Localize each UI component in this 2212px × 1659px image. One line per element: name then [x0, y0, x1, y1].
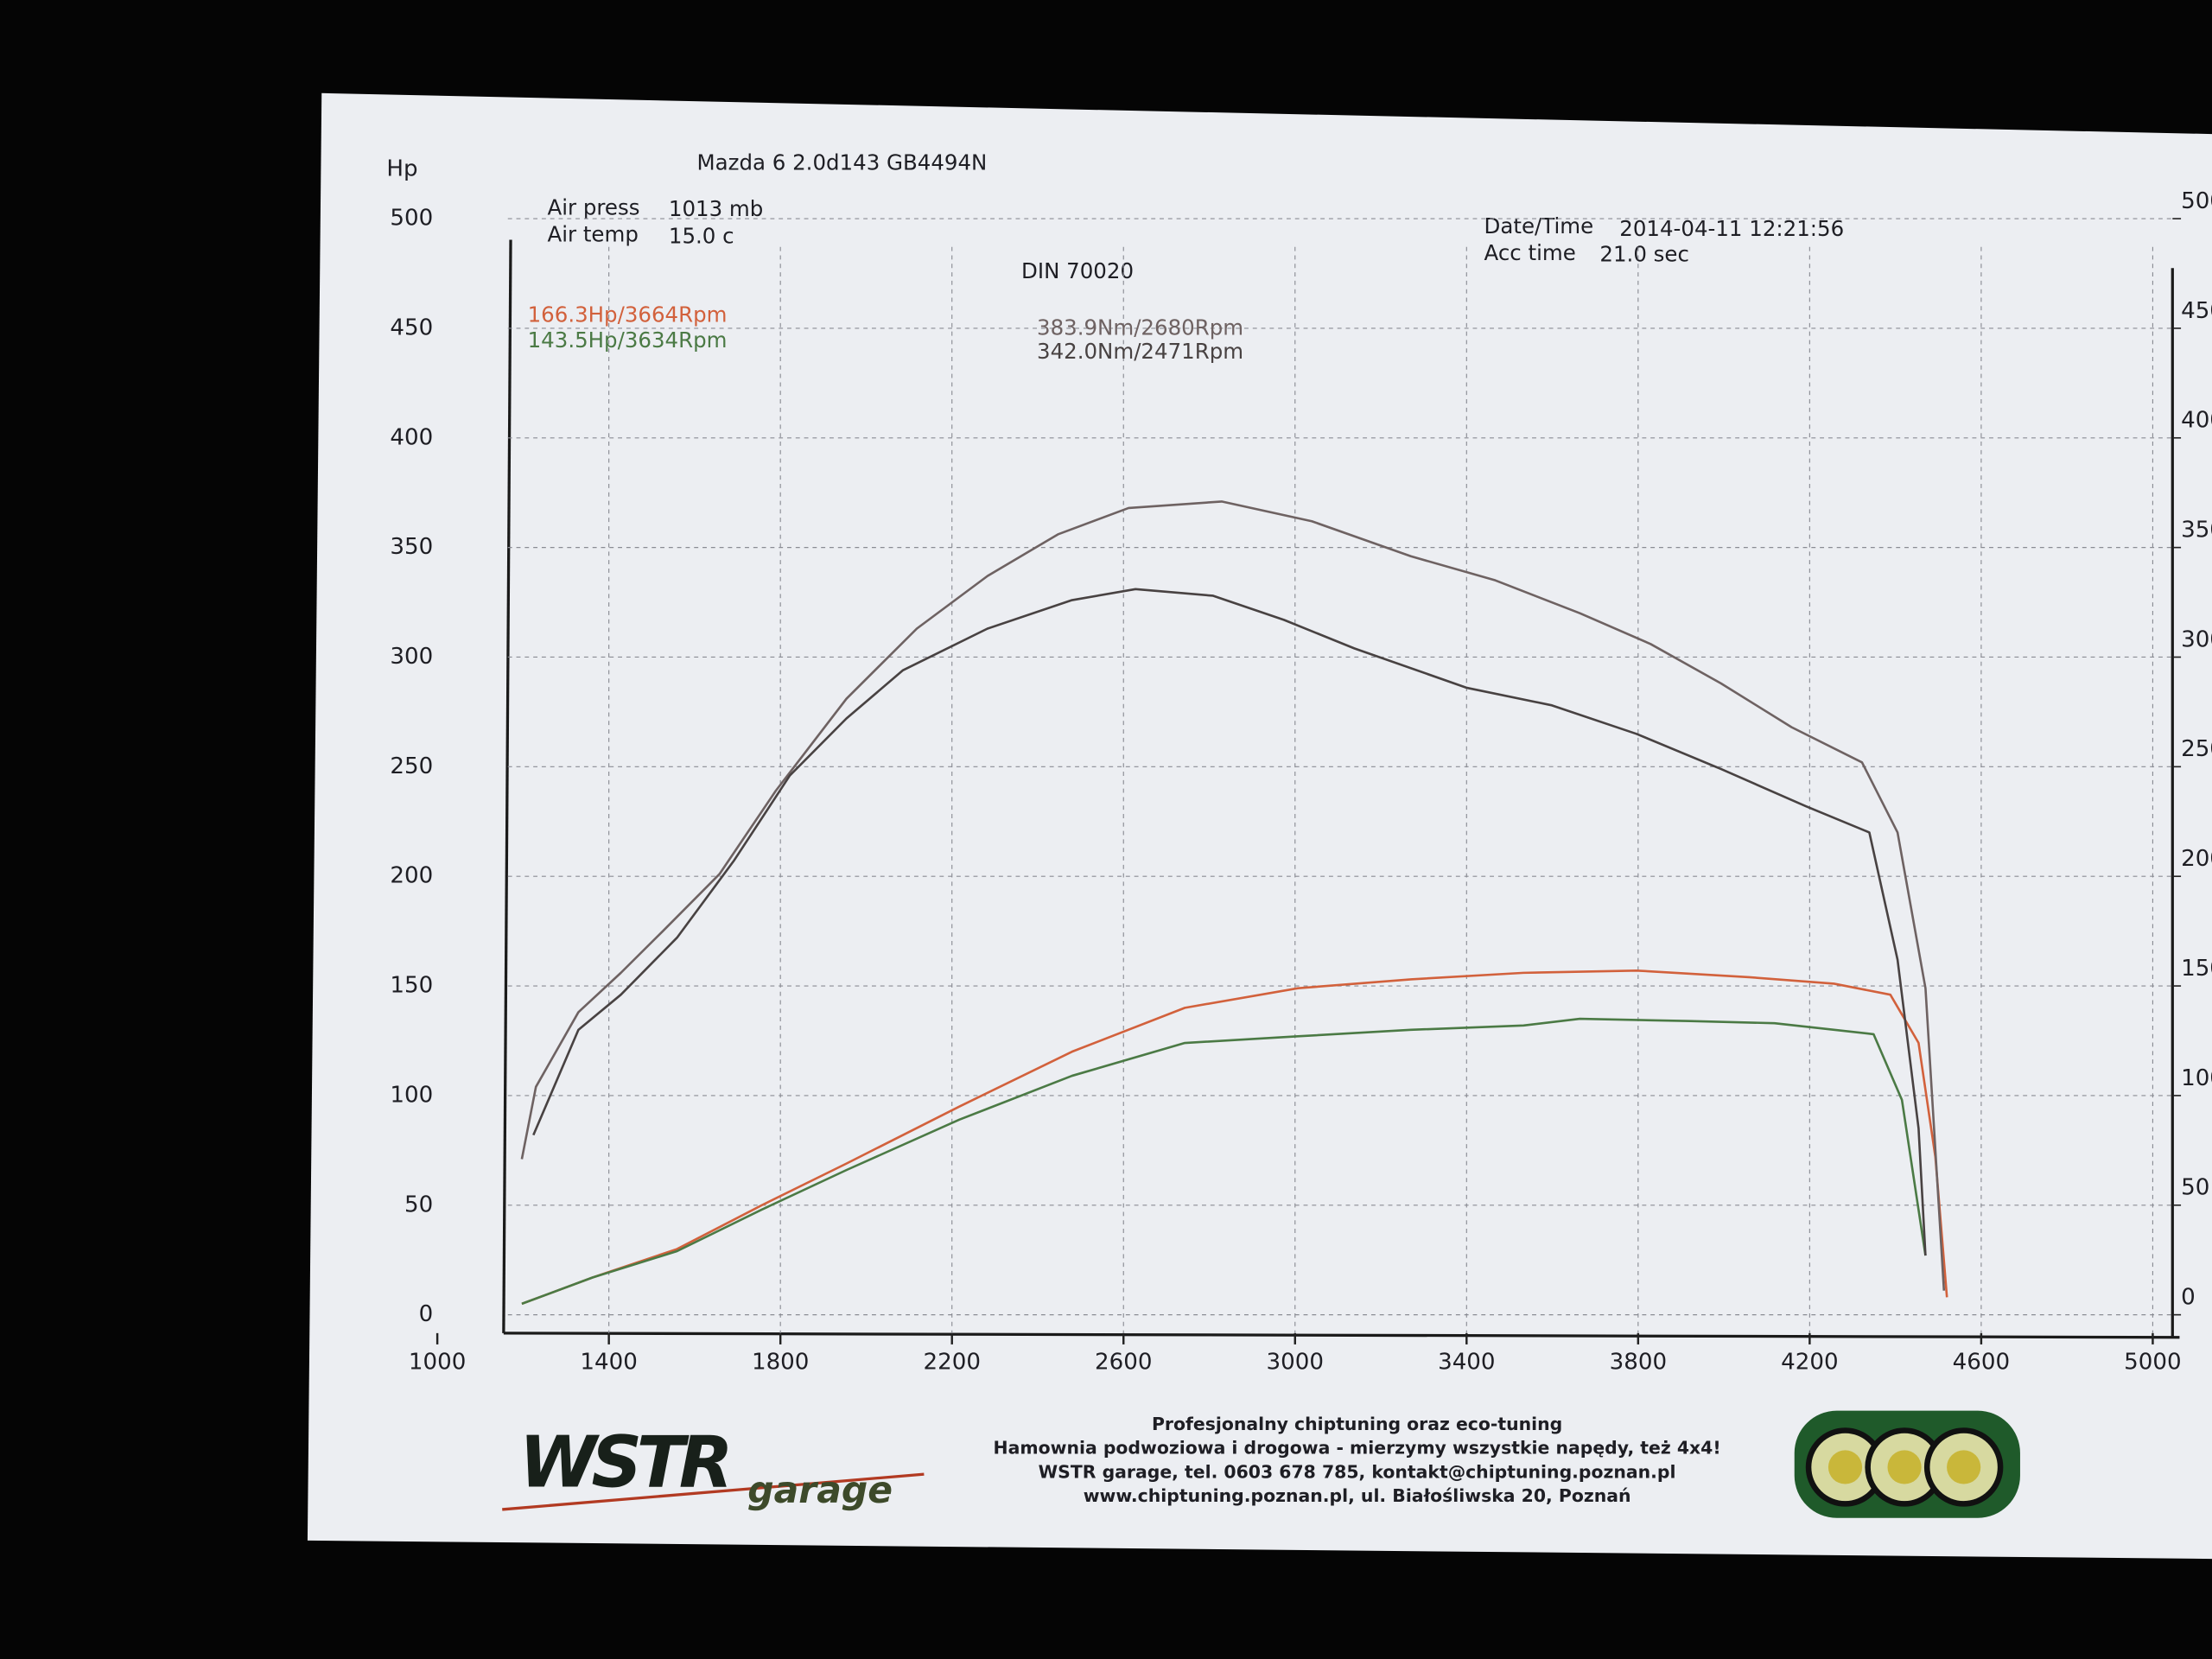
x-tick-label: 3400 — [1438, 1350, 1495, 1376]
footer-line: www.chiptuning.poznan.pl, ul. Białośliws… — [1084, 1485, 1631, 1506]
y2-tick-label: 300 — [2181, 626, 2212, 652]
x-tick-label: 4600 — [1953, 1350, 2010, 1376]
y-tick-label: 200 — [390, 863, 433, 889]
info-label: Date/Time — [1484, 213, 1594, 238]
x-tick-label: 2200 — [923, 1350, 980, 1376]
x-tick-label: 3000 — [1267, 1350, 1324, 1376]
info-label: Acc time — [1484, 240, 1576, 265]
chart-title: Mazda 6 2.0d143 GB4494N — [697, 149, 988, 175]
series-line — [520, 500, 1946, 1291]
info-label: Air temp — [547, 222, 638, 247]
info-value: 2014-04-11 12:21:56 — [1619, 216, 1844, 241]
y2-tick-label: 400 — [2181, 408, 2212, 434]
y2-tick-label: 0 — [2181, 1285, 2196, 1311]
y-tick-label: 500 — [390, 206, 433, 232]
x-tick-label: 4200 — [1781, 1350, 1838, 1376]
info-value: 21.0 sec — [1599, 242, 1689, 267]
paper — [307, 92, 2212, 1560]
legend-label: 166.3Hp/3664Rpm — [528, 302, 728, 327]
y2-tick-label: 500 — [2181, 188, 2212, 214]
x-tick-label: 5000 — [2124, 1350, 2181, 1376]
y2-tick-label: 50 — [2181, 1175, 2209, 1201]
x-axis-line — [503, 1332, 2180, 1339]
legend-label: 342.0Nm/2471Rpm — [1037, 339, 1243, 364]
y2-tick-label: 250 — [2181, 736, 2212, 762]
y-tick-label: 450 — [390, 315, 433, 340]
series-line — [521, 1017, 1927, 1306]
logo-sub: garage — [747, 1470, 893, 1512]
x-tick-label: 1800 — [752, 1350, 809, 1376]
footer-line: Profesjonalny chiptuning oraz eco-tuning — [1152, 1414, 1562, 1434]
series-line — [532, 588, 1927, 1256]
footer-line: WSTR garage, tel. 0603 678 785, kontakt@… — [1039, 1461, 1676, 1482]
x-tick-label: 1000 — [409, 1350, 466, 1376]
y-axis-line — [502, 239, 512, 1333]
x-tick-label: 2600 — [1095, 1350, 1152, 1376]
x-tick-label: 1400 — [580, 1350, 637, 1376]
y2-tick-label: 150 — [2181, 956, 2212, 982]
y-axis-label: Hp — [386, 156, 417, 181]
info-value: 1013 mb — [669, 196, 763, 221]
y2-tick-label: 350 — [2181, 518, 2212, 543]
standard: DIN 70020 — [1021, 258, 1134, 283]
y2-tick-label: 200 — [2181, 846, 2212, 872]
y-tick-label: 100 — [390, 1082, 433, 1108]
x-tick-label: 3800 — [1610, 1350, 1667, 1376]
y-tick-label: 400 — [390, 424, 433, 450]
footer: WSTR garage Profesjonalny chiptuning ora… — [502, 1410, 2020, 1518]
eco-logo — [1794, 1410, 2020, 1518]
y2-tick-label: 100 — [2181, 1065, 2212, 1091]
logo: WSTR — [519, 1421, 728, 1503]
y-tick-label: 0 — [419, 1301, 434, 1327]
legend-label: 143.5Hp/3634Rpm — [528, 327, 728, 353]
info-value: 15.0 c — [669, 223, 734, 248]
y-tick-label: 250 — [390, 753, 433, 779]
y-tick-label: 50 — [404, 1192, 433, 1217]
logo-underline — [502, 1472, 925, 1511]
legend-label: 383.9Nm/2680Rpm — [1037, 315, 1243, 340]
paper-content: Hp Mazda 6 2.0d143 GB4494N Air press 101… — [386, 149, 2212, 1518]
info-label: Air press — [547, 195, 639, 220]
y-tick-label: 350 — [390, 534, 433, 560]
y-tick-label: 300 — [390, 644, 433, 670]
y2-tick-label: 450 — [2181, 298, 2212, 324]
footer-line: Hamownia podwoziowa i drogowa - mierzymy… — [994, 1438, 1721, 1459]
y-tick-label: 150 — [390, 973, 433, 999]
series-line — [521, 969, 1948, 1306]
